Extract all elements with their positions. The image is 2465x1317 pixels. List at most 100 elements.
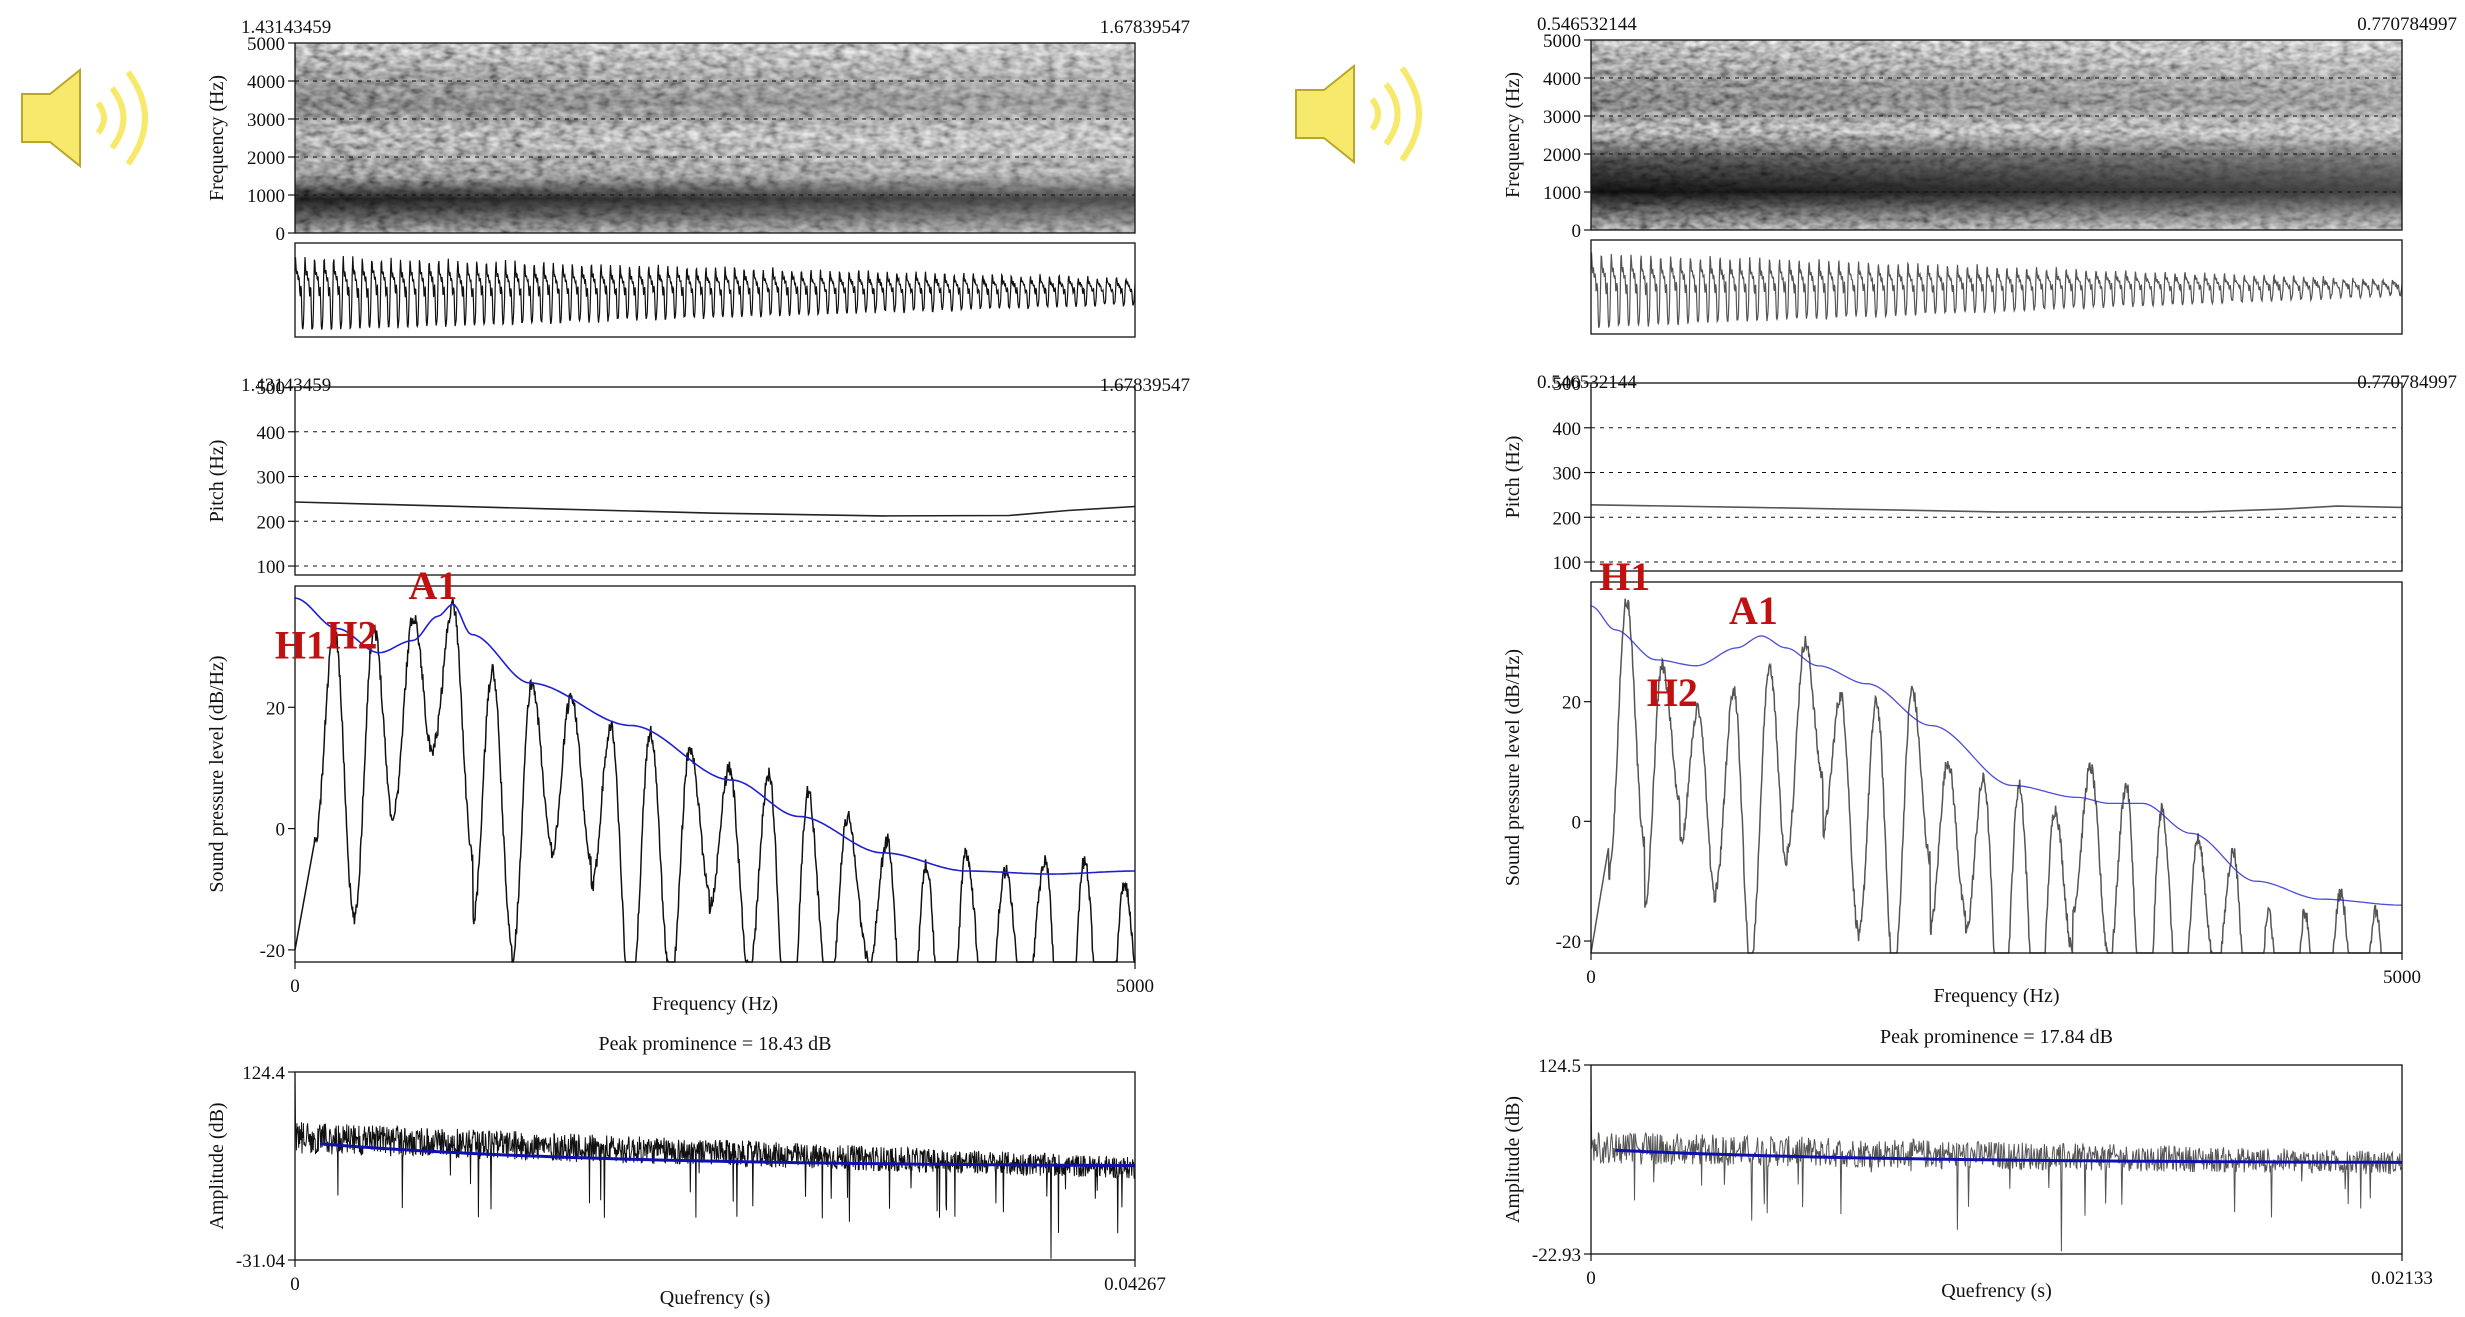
pitch-frame <box>1590 382 2403 572</box>
annotation-h2: H2 <box>1647 670 1698 715</box>
spectrogram-frame <box>1590 39 2403 231</box>
x-tick-label: 0 <box>1586 1268 1596 1289</box>
cepstrum-frame <box>1590 1064 2403 1255</box>
y-tick-label: 300 <box>1553 464 1582 485</box>
y-tick-label: 124.5 <box>1538 1056 1581 1077</box>
y-tick-label: 500 <box>257 378 286 399</box>
y-tick-label: 20 <box>1562 693 1581 714</box>
right-recording-column: 0.546532144 0.770784997010002000300040005… <box>1295 14 2457 1302</box>
x-axis-title: Quefrency (s) <box>1941 1280 2052 1302</box>
y-tick-label: 400 <box>257 423 286 444</box>
y-tick-label: 3000 <box>247 110 285 131</box>
y-tick-label: 1000 <box>1543 183 1581 204</box>
y-axis-title: Frequency (Hz) <box>206 75 228 201</box>
pitch-time-end-label: 1.67839547 <box>1100 375 1190 396</box>
waveform-line <box>294 255 1136 330</box>
annotation-a1: A1 <box>1729 588 1778 633</box>
waveform-frame <box>1590 239 2403 335</box>
pitch-frame <box>294 386 1136 576</box>
y-tick-label: 5000 <box>1543 31 1581 52</box>
y-tick-label: 100 <box>1553 553 1582 574</box>
cepstrum-frame <box>294 1071 1136 1261</box>
spectrum-harmonics-line <box>1590 598 2402 954</box>
y-tick-label: 1000 <box>247 186 285 207</box>
cepstrum-trend-line <box>1615 1148 2402 1164</box>
x-tick-label: 0.02133 <box>2371 1268 2433 1289</box>
spectrum-envelope-line <box>294 597 1135 875</box>
cepstrum-line <box>1590 1067 2403 1252</box>
y-tick-label: 5000 <box>247 34 285 55</box>
pitch-contour <box>1590 504 2403 513</box>
peak-prominence-title: Peak prominence = 18.43 dB <box>599 1033 832 1055</box>
speaker-wave-3 <box>125 70 148 166</box>
spectrogram-frame <box>294 42 1136 234</box>
spectrogram-fade <box>295 43 1135 233</box>
y-tick-label: 124.4 <box>242 1063 285 1084</box>
x-axis-title: Quefrency (s) <box>660 1287 771 1309</box>
speaker-wave-3 <box>1399 66 1422 162</box>
y-tick-label: -20 <box>1556 932 1581 953</box>
y-tick-label: 300 <box>257 468 286 489</box>
y-tick-label: 2000 <box>247 148 285 169</box>
time-start-label: 0.546532144 <box>1537 14 1637 35</box>
waveform-frame <box>294 242 1136 338</box>
x-tick-label: 0 <box>290 1274 300 1295</box>
x-tick-label: 0 <box>1586 967 1596 988</box>
y-tick-label: 200 <box>1553 508 1582 529</box>
speaker-volume-icon <box>21 67 148 169</box>
y-tick-label: 0 <box>276 224 286 245</box>
speaker-wave-1 <box>95 101 107 135</box>
y-tick-label: 200 <box>257 512 286 533</box>
x-axis-title: Frequency (Hz) <box>1933 985 2059 1007</box>
y-axis-title: Sound pressure level (dB/Hz) <box>1502 649 1524 886</box>
speaker-volume-icon <box>1295 63 1422 165</box>
y-axis-title: Sound pressure level (dB/Hz) <box>206 655 228 892</box>
annotation-h2: H2 <box>326 612 377 657</box>
left-recording-column: 1.43143459 1.6783954701000200030004000500… <box>21 17 1190 1309</box>
y-tick-label: 4000 <box>1543 69 1581 90</box>
x-tick-label: 0 <box>290 976 300 997</box>
y-axis-title: Amplitude (dB) <box>206 1102 228 1229</box>
y-tick-label: 0 <box>1572 812 1582 833</box>
time-end-label: 0.770784997 <box>2357 14 2457 35</box>
y-tick-label: -31.04 <box>236 1251 286 1272</box>
spectrum-envelope-line <box>1590 605 2402 906</box>
x-tick-label: 0.04267 <box>1104 1274 1166 1295</box>
y-tick-label: -22.93 <box>1532 1245 1581 1266</box>
speaker-wave-2 <box>1383 82 1401 146</box>
y-axis-title: Amplitude (dB) <box>1502 1096 1524 1223</box>
speaker-body <box>1295 63 1355 165</box>
peak-prominence-title: Peak prominence = 17.84 dB <box>1880 1026 2113 1048</box>
y-tick-label: 4000 <box>247 72 285 93</box>
time-start-label: 1.43143459 <box>241 17 331 38</box>
cepstrum-line <box>294 1074 1136 1259</box>
y-tick-label: 2000 <box>1543 145 1581 166</box>
x-tick-label: 5000 <box>1116 976 1154 997</box>
annotation-h1: H1 <box>1599 554 1650 599</box>
spectrogram-fade <box>1591 40 2402 230</box>
y-tick-label: 400 <box>1553 419 1582 440</box>
speaker-body <box>21 67 81 169</box>
annotation-h1: H1 <box>275 622 326 667</box>
time-end-label: 1.67839547 <box>1100 17 1190 38</box>
y-tick-label: -20 <box>260 941 285 962</box>
y-tick-label: 0 <box>276 820 286 841</box>
pitch-time-start-label: 1.43143459 <box>241 375 331 396</box>
y-axis-title: Pitch (Hz) <box>1502 436 1524 519</box>
y-axis-title: Frequency (Hz) <box>1502 72 1524 198</box>
y-tick-label: 3000 <box>1543 107 1581 128</box>
y-tick-label: 20 <box>266 698 285 719</box>
x-tick-label: 5000 <box>2383 967 2421 988</box>
speaker-wave-1 <box>1369 97 1381 131</box>
spectrum-harmonics-line <box>294 597 1136 964</box>
pitch-time-end-label: 0.770784997 <box>2357 372 2457 393</box>
waveform-line <box>1590 252 2403 329</box>
pitch-contour <box>294 501 1136 517</box>
y-tick-label: 500 <box>1553 374 1582 395</box>
y-tick-label: 0 <box>1572 221 1582 242</box>
x-axis-title: Frequency (Hz) <box>652 993 778 1015</box>
spectrum-frame <box>1590 581 2403 954</box>
spectrum-frame <box>294 585 1136 963</box>
y-axis-title: Pitch (Hz) <box>206 440 228 523</box>
